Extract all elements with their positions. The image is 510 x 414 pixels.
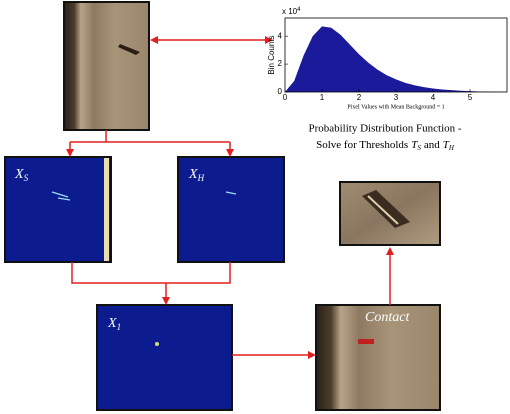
zoom-image [340, 182, 440, 245]
x-axis-label: Pixel Values with Mean Background = 1 [347, 104, 444, 110]
x-tick-label: 5 [468, 93, 473, 102]
x-tick-label: 1 [320, 93, 325, 102]
caption: Probability Distribution Function - [308, 123, 461, 135]
node-label: Contact [365, 310, 410, 325]
y-tick-label: 0 [278, 87, 283, 96]
x-tick-label: 4 [431, 93, 436, 102]
sonar-image [64, 2, 149, 130]
multiplier: x 104 [282, 7, 301, 17]
x1-image [97, 305, 232, 410]
y-tick-label: 4 [278, 31, 283, 40]
y-axis-label: Bin Counts [267, 35, 276, 74]
x-tick-label: 0 [283, 93, 288, 102]
area [285, 26, 507, 92]
y-tick-label: 2 [278, 59, 283, 68]
diagram: XS XH X1 Contact Probability Distributio… [0, 0, 510, 414]
x-tick-label: 2 [357, 93, 362, 102]
x-tick-label: 3 [394, 93, 399, 102]
